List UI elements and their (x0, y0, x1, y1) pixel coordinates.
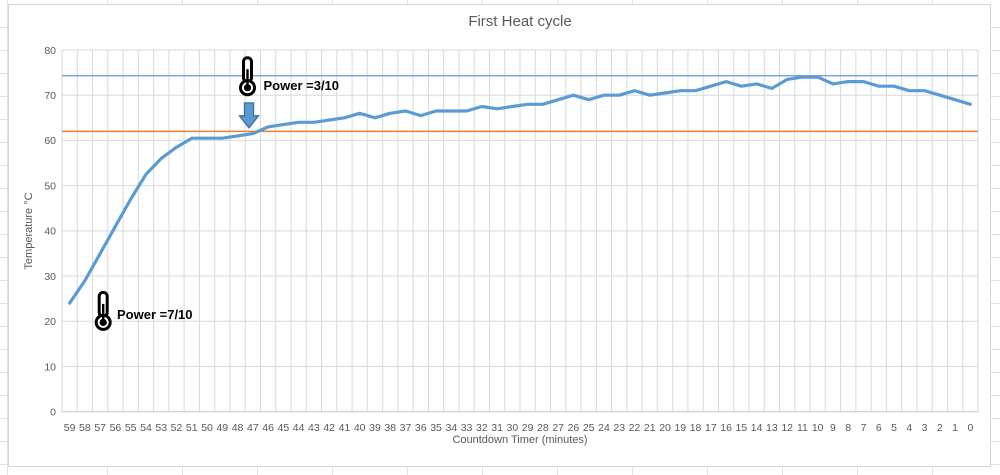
x-tick-label: 36 (415, 422, 427, 434)
x-tick-label: 37 (400, 422, 412, 434)
x-tick-label: 39 (369, 422, 381, 434)
x-tick-label: 30 (507, 422, 519, 434)
x-tick-label: 45 (278, 422, 290, 434)
x-tick-label: 9 (830, 422, 836, 434)
x-tick-label: 55 (125, 422, 137, 434)
x-tick-label: 33 (461, 422, 473, 434)
reference-lines (62, 75, 978, 133)
x-tick-label: 58 (79, 422, 91, 434)
x-tick-label: 38 (384, 422, 396, 434)
x-axis-title: Countdown Timer (minutes) (452, 434, 588, 446)
x-tick-label: 20 (659, 422, 671, 434)
down-arrow-icon (238, 102, 260, 129)
y-tick-label: 10 (44, 361, 56, 373)
x-tick-label: 6 (876, 422, 882, 434)
x-tick-label: 52 (171, 422, 183, 434)
x-tick-label: 44 (293, 422, 305, 434)
x-tick-label: 22 (629, 422, 641, 434)
x-tick-label: 59 (64, 422, 76, 434)
x-tick-label: 57 (94, 422, 106, 434)
thermometer-icon (239, 56, 256, 97)
x-tick-label: 48 (232, 422, 244, 434)
chart-title: First Heat cycle (468, 13, 572, 30)
x-tick-label: 46 (262, 422, 274, 434)
y-tick-label: 30 (44, 271, 56, 283)
x-tick-label: 42 (323, 422, 335, 434)
x-tick-label: 7 (861, 422, 867, 434)
x-tick-label: 43 (308, 422, 320, 434)
x-tick-label: 0 (967, 422, 973, 434)
x-tick-label: 31 (491, 422, 503, 434)
temperature-series[interactable] (67, 75, 973, 305)
x-tick-label: 35 (430, 422, 442, 434)
x-tick-label: 19 (674, 422, 686, 434)
x-tick-label: 8 (845, 422, 851, 434)
y-tick-label: 60 (44, 135, 56, 147)
y-axis-title: Temperature °C (23, 192, 35, 270)
x-tick-label: 2 (937, 422, 943, 434)
x-tick-label: 4 (906, 422, 912, 434)
x-tick-label: 32 (476, 422, 488, 434)
x-tick-label: 14 (751, 422, 763, 434)
y-tick-label: 80 (44, 45, 56, 57)
x-tick-label: 26 (568, 422, 580, 434)
x-tick-label: 49 (216, 422, 228, 434)
x-tick-label: 53 (155, 422, 167, 434)
x-tick-label: 3 (922, 422, 928, 434)
x-tick-label: 50 (201, 422, 213, 434)
x-tick-label: 12 (781, 422, 793, 434)
x-tick-label: 18 (690, 422, 702, 434)
x-tick-label: 10 (812, 422, 824, 434)
y-tick-label: 40 (44, 226, 56, 238)
x-tick-label: 5 (891, 422, 897, 434)
x-tick-label: 1 (952, 422, 958, 434)
annotation-power-reduced-label: Power =3/10 (264, 78, 340, 93)
x-tick-label: 17 (705, 422, 717, 434)
x-tick-label: 23 (613, 422, 625, 434)
y-tick-label: 0 (50, 407, 56, 419)
x-tick-label: 24 (598, 422, 610, 434)
x-tick-label: 21 (644, 422, 656, 434)
y-tick-label: 20 (44, 316, 56, 328)
x-tick-label: 47 (247, 422, 259, 434)
x-tick-label: 25 (583, 422, 595, 434)
x-tick-label: 56 (110, 422, 122, 434)
x-tick-label: 16 (720, 422, 732, 434)
annotation-power-start-label: Power =7/10 (117, 307, 193, 322)
x-tick-label: 54 (140, 422, 152, 434)
chart-area[interactable]: First Heat cycle Temperature °C Countdow… (8, 4, 991, 467)
x-tick-label: 29 (522, 422, 534, 434)
y-tick-label: 70 (44, 90, 56, 102)
x-tick-label: 11 (797, 422, 808, 434)
x-tick-label: 34 (445, 422, 457, 434)
x-tick-label: 15 (736, 422, 748, 434)
gridlines (61, 49, 979, 413)
y-tick-label: 50 (44, 180, 56, 192)
x-tick-label: 27 (552, 422, 564, 434)
x-tick-label: 13 (766, 422, 778, 434)
x-tick-label: 51 (186, 422, 198, 434)
x-tick-label: 40 (354, 422, 366, 434)
thermometer-icon (94, 290, 112, 331)
x-tick-label: 41 (339, 422, 351, 434)
x-tick-label: 28 (537, 422, 549, 434)
